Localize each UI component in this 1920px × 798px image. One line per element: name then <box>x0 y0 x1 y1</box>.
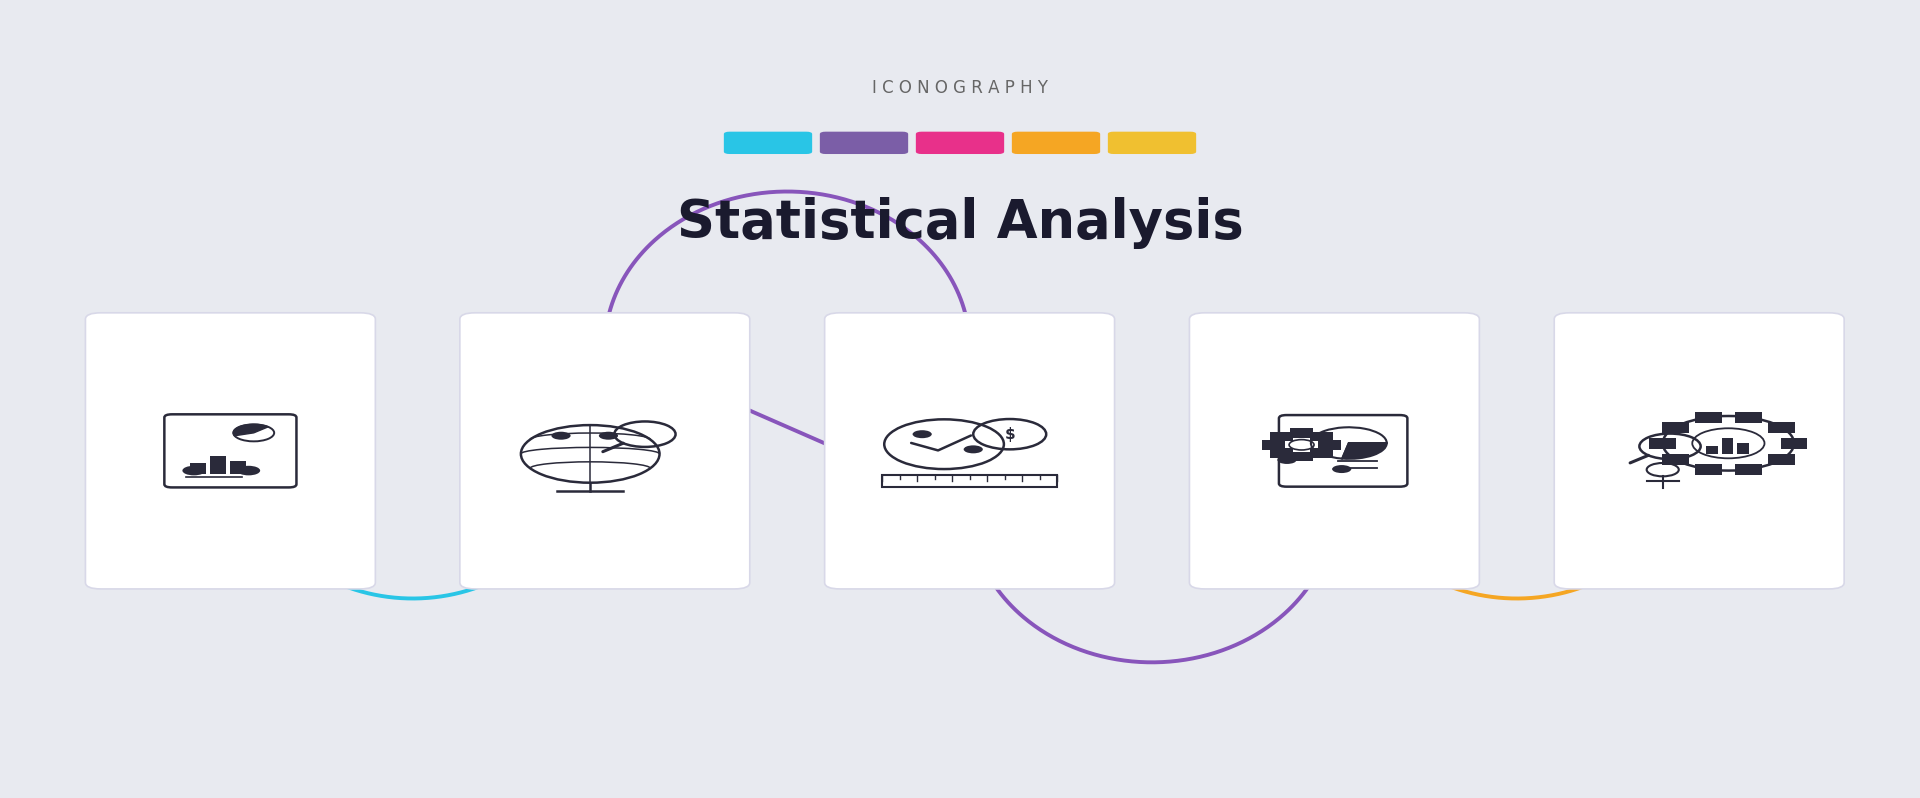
Bar <box>1290 429 1313 438</box>
Bar <box>1707 446 1718 454</box>
Bar <box>1271 448 1294 458</box>
FancyBboxPatch shape <box>1555 313 1843 589</box>
Bar <box>1736 464 1763 475</box>
Circle shape <box>182 466 205 476</box>
Bar <box>1736 412 1763 423</box>
Bar <box>1695 464 1722 475</box>
Bar <box>1663 454 1690 465</box>
FancyBboxPatch shape <box>820 132 908 154</box>
Bar <box>1309 448 1332 458</box>
Circle shape <box>1277 456 1296 464</box>
Bar <box>1722 438 1734 454</box>
FancyBboxPatch shape <box>1012 132 1100 154</box>
Bar <box>1271 432 1294 441</box>
Circle shape <box>551 432 570 440</box>
Bar <box>190 464 205 474</box>
Text: $: $ <box>1004 427 1016 441</box>
FancyBboxPatch shape <box>724 132 812 154</box>
Circle shape <box>238 466 261 476</box>
Text: Statistical Analysis: Statistical Analysis <box>676 197 1244 250</box>
Bar <box>1261 440 1284 449</box>
Bar <box>1768 421 1795 433</box>
Bar <box>881 475 1058 487</box>
Bar <box>1780 437 1807 448</box>
FancyBboxPatch shape <box>84 313 376 589</box>
FancyBboxPatch shape <box>826 313 1114 589</box>
Bar <box>1317 440 1340 449</box>
Text: I C O N O G R A P H Y: I C O N O G R A P H Y <box>872 79 1048 97</box>
Bar <box>230 461 246 474</box>
Wedge shape <box>234 425 269 436</box>
Bar <box>1768 454 1795 465</box>
Bar <box>1290 452 1313 461</box>
Circle shape <box>964 445 983 453</box>
FancyBboxPatch shape <box>916 132 1004 154</box>
Bar <box>1649 437 1676 448</box>
Bar <box>1738 443 1749 454</box>
Circle shape <box>912 430 931 438</box>
Wedge shape <box>1342 443 1386 459</box>
Circle shape <box>599 432 618 440</box>
FancyBboxPatch shape <box>1108 132 1196 154</box>
Bar <box>1663 421 1690 433</box>
Circle shape <box>1332 465 1352 473</box>
Bar <box>209 456 227 474</box>
FancyBboxPatch shape <box>1188 313 1478 589</box>
Bar <box>1695 412 1722 423</box>
Bar <box>1309 432 1332 441</box>
FancyBboxPatch shape <box>461 313 749 589</box>
